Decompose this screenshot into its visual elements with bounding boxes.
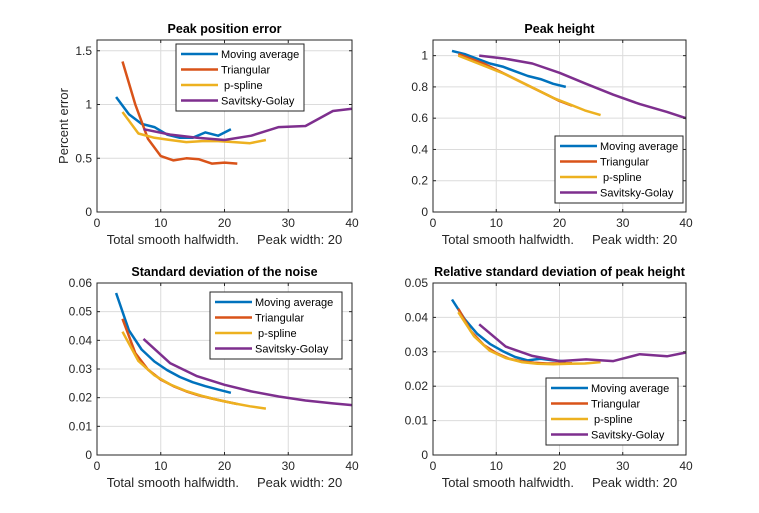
x-axis-label: Total smooth halfwidth. Peak width: 20 [107, 232, 343, 247]
chart-title: Relative standard deviation of peak heig… [434, 265, 686, 279]
x-tick-label: 0 [430, 459, 437, 473]
y-tick-label: 0.01 [69, 419, 93, 433]
subplot-2: 0 10 20 30 40 0 0.2 0.4 0.6 0.8 1 Peak height Total … [411, 22, 693, 247]
series-line-savitsky-golay [479, 54, 687, 120]
y-tick-label: 0.06 [69, 276, 93, 290]
series-line-savitsky-golay [143, 107, 353, 142]
y-tick-label: 0.04 [69, 333, 93, 347]
series-line-triangular [121, 61, 238, 165]
legend-entry-label: p-spline [221, 80, 263, 92]
legend-entry-label: Savitsky-Golay [600, 188, 674, 200]
legend-entry-label: p-spline [255, 328, 297, 340]
x-tick-label: 10 [154, 216, 168, 230]
y-tick-label: 0.4 [411, 142, 428, 156]
legend: Moving average Triangular p-spline Savitsk… [175, 43, 305, 112]
y-tick-label: 0.8 [411, 80, 428, 94]
subplot-4: 0 10 20 30 40 0 0.01 0.02 0.03 0.04 0.05 Relative s… [405, 265, 693, 490]
y-tick-label: 0.02 [405, 379, 429, 393]
legend-entry-label: Savitsky-Golay [221, 96, 295, 108]
x-tick-label: 20 [553, 459, 567, 473]
x-axis-label: Total smooth halfwidth. Peak width: 20 [107, 475, 343, 490]
y-tick-label: 1.5 [75, 44, 92, 58]
x-tick-label: 0 [430, 216, 437, 230]
y-tick-label: 0.01 [405, 414, 429, 428]
legend-entry-label: Moving average [221, 49, 299, 61]
x-tick-label: 40 [679, 459, 693, 473]
legend-entry-label: Moving average [255, 297, 333, 309]
series-line-moving-average [114, 292, 232, 395]
series-line-p-spline [121, 111, 267, 145]
x-tick-label: 20 [218, 459, 232, 473]
legend-entry-label: Moving average [591, 383, 669, 395]
y-tick-label: 0.05 [69, 305, 93, 319]
x-tick-label: 30 [616, 216, 630, 230]
series-line-savitsky-golay [142, 337, 353, 407]
x-tick-label: 40 [679, 216, 693, 230]
y-axis-label: Percent error [56, 87, 71, 164]
x-axis-label: Total smooth halfwidth. Peak width: 20 [442, 475, 678, 490]
x-tick-label: 40 [345, 216, 359, 230]
x-tick-label: 10 [490, 216, 504, 230]
y-tick-label: 0.05 [405, 276, 429, 290]
legend-entry-label: Savitsky-Golay [591, 430, 665, 442]
legend-entry-label: p-spline [600, 172, 642, 184]
x-tick-label: 30 [282, 216, 296, 230]
legend: Moving average Triangular p-spline Savitsk… [545, 377, 679, 446]
x-tick-label: 10 [154, 459, 168, 473]
series-line-p-spline [457, 311, 601, 366]
x-tick-label: 20 [218, 216, 232, 230]
series-line-p-spline [457, 54, 601, 117]
legend-entry-label: Triangular [591, 399, 640, 411]
y-tick-label: 1 [85, 98, 92, 112]
y-tick-label: 0.04 [405, 310, 429, 324]
x-tick-label: 20 [553, 216, 567, 230]
legend: Moving average Triangular p-spline Savitsk… [209, 291, 343, 360]
y-tick-label: 0 [85, 448, 92, 462]
x-tick-label: 30 [616, 459, 630, 473]
x-tick-label: 0 [94, 459, 101, 473]
chart-title: Peak position error [168, 22, 282, 36]
y-tick-label: 0.5 [75, 151, 92, 165]
legend-entry-label: Triangular [221, 65, 270, 77]
legend: Moving average Triangular p-spline Savitsk… [554, 135, 684, 204]
x-axis-label: Total smooth halfwidth. Peak width: 20 [442, 232, 678, 247]
legend-entry-label: Moving average [600, 141, 678, 153]
y-tick-label: 0.2 [411, 174, 428, 188]
y-tick-label: 0.02 [69, 391, 93, 405]
y-tick-label: 0 [85, 205, 92, 219]
x-tick-label: 10 [490, 459, 504, 473]
series-line-p-spline [121, 331, 267, 410]
chart-title: Peak height [524, 22, 595, 36]
x-tick-label: 40 [345, 459, 359, 473]
subplot-1: 0 10 20 30 40 0 0.5 1 1.5 Peak position error Tota… [56, 22, 359, 247]
legend-entry-label: Triangular [255, 313, 304, 325]
x-tick-label: 30 [282, 459, 296, 473]
legend-entry-label: Savitsky-Golay [255, 344, 329, 356]
y-tick-label: 0 [421, 448, 428, 462]
y-tick-label: 0.6 [411, 111, 428, 125]
y-tick-label: 1 [421, 49, 428, 63]
y-tick-label: 0.03 [405, 345, 429, 359]
series-line-moving-average [451, 49, 567, 89]
subplot-3: 0 10 20 30 40 0 0.01 0.02 0.03 0.04 0.05 0.06 Standa… [69, 265, 359, 490]
legend-entry-label: p-spline [591, 414, 633, 426]
series-line-savitsky-golay [478, 323, 687, 363]
x-tick-label: 0 [94, 216, 101, 230]
y-tick-label: 0 [421, 205, 428, 219]
chart-title: Standard deviation of the noise [131, 265, 317, 279]
y-tick-label: 0.03 [69, 362, 93, 376]
legend-entry-label: Triangular [600, 157, 649, 169]
